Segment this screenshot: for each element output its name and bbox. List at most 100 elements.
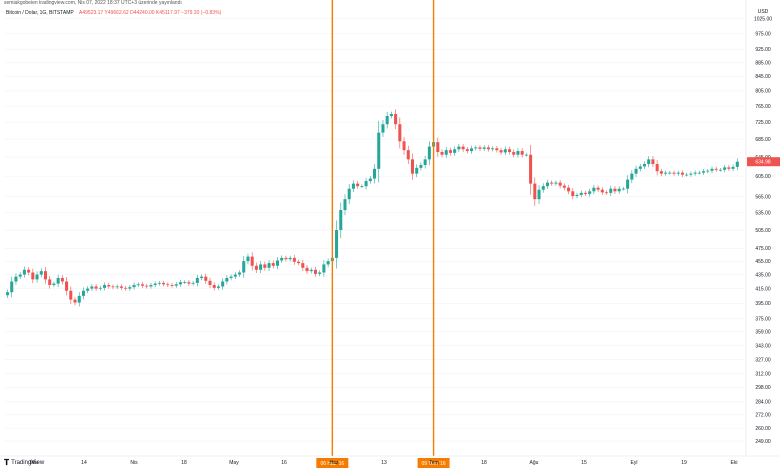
candle-body	[617, 188, 621, 192]
candle	[132, 282, 136, 290]
candle-body	[124, 287, 128, 289]
candle-body	[364, 181, 368, 187]
candle	[10, 276, 14, 298]
candle	[212, 282, 216, 291]
candle	[503, 146, 507, 156]
candle-body	[647, 159, 651, 165]
candle-body	[638, 166, 642, 169]
x-tick-label: 18	[181, 460, 187, 466]
candle	[419, 162, 423, 171]
candle-body	[18, 274, 22, 277]
candle-body	[77, 295, 81, 303]
x-tick-label: May	[229, 460, 239, 466]
candle	[111, 284, 115, 290]
candle-body	[229, 276, 233, 279]
candle-body	[56, 278, 60, 284]
candle-body	[613, 188, 617, 192]
y-tick-label: 249.00	[755, 439, 771, 445]
candle	[35, 271, 39, 283]
y-tick-label: 260.00	[755, 426, 771, 432]
candle-body	[183, 282, 187, 283]
candle	[162, 280, 166, 287]
candle	[642, 161, 647, 169]
candle	[727, 165, 731, 172]
candle	[735, 158, 739, 171]
candle	[723, 164, 727, 173]
marker-badge	[316, 458, 349, 468]
candle-body	[254, 265, 258, 270]
y-tick-label: 359.00	[755, 330, 771, 336]
candle-body	[486, 147, 490, 150]
candle-body	[592, 187, 596, 192]
candle-body	[718, 169, 722, 171]
candle-body	[60, 278, 64, 282]
candle	[204, 273, 208, 284]
candle	[613, 186, 617, 194]
candle-body	[533, 183, 537, 200]
candle	[326, 258, 330, 268]
candle-body	[313, 269, 317, 274]
candle	[605, 190, 609, 195]
candle-body	[174, 284, 178, 286]
candle	[81, 287, 85, 300]
candle	[225, 275, 229, 285]
candle	[575, 192, 579, 199]
candle	[94, 284, 98, 292]
candle-body	[735, 161, 739, 167]
candle-body	[668, 172, 672, 174]
candle	[440, 149, 444, 158]
candle-body	[567, 187, 571, 192]
candle-body	[280, 257, 284, 261]
candle	[18, 272, 22, 280]
candle-body	[554, 182, 558, 184]
candle	[659, 168, 663, 177]
candle	[672, 170, 676, 176]
candle	[415, 164, 419, 178]
candle-body	[448, 150, 452, 153]
candle	[457, 143, 461, 152]
candle	[562, 183, 566, 191]
candle-body	[415, 167, 419, 174]
candle-body	[507, 149, 512, 152]
candle-body	[516, 151, 520, 155]
candle-body	[14, 276, 18, 282]
candle	[482, 145, 486, 152]
candle	[579, 190, 583, 198]
candle	[626, 175, 630, 194]
x-tick-label: Eyl	[631, 460, 638, 466]
candle	[124, 285, 128, 291]
candle	[571, 188, 575, 200]
candle	[702, 169, 706, 175]
y-tick-label: 284.00	[755, 400, 771, 406]
candle	[157, 280, 161, 286]
candle	[297, 259, 301, 266]
candle-body	[470, 148, 474, 152]
candle	[600, 187, 604, 195]
x-tick-label: 18	[481, 460, 487, 466]
y-tick-label: 475.00	[755, 246, 771, 252]
candle-body	[233, 274, 237, 277]
candle	[221, 278, 225, 290]
candle	[588, 188, 592, 197]
candle-body	[474, 147, 478, 149]
candle-body	[697, 172, 701, 174]
candle-body	[153, 283, 157, 286]
candle	[14, 273, 18, 285]
candle	[280, 255, 284, 264]
candle	[714, 166, 718, 172]
candle	[339, 202, 343, 239]
candle-body	[680, 172, 684, 175]
candle-body	[305, 267, 309, 272]
candle	[246, 253, 250, 265]
candle	[668, 170, 672, 175]
candle	[145, 283, 149, 289]
candle	[284, 255, 288, 262]
candle	[275, 257, 280, 270]
candle	[115, 284, 119, 290]
y-tick-label: 455.00	[755, 259, 771, 265]
candle	[52, 281, 56, 288]
date-marker: 09 Tem '16	[417, 0, 450, 468]
candle	[242, 256, 246, 278]
ohlc-values: A49523.17 Y49662.62 D44240.00 K45117.97 …	[79, 10, 222, 16]
